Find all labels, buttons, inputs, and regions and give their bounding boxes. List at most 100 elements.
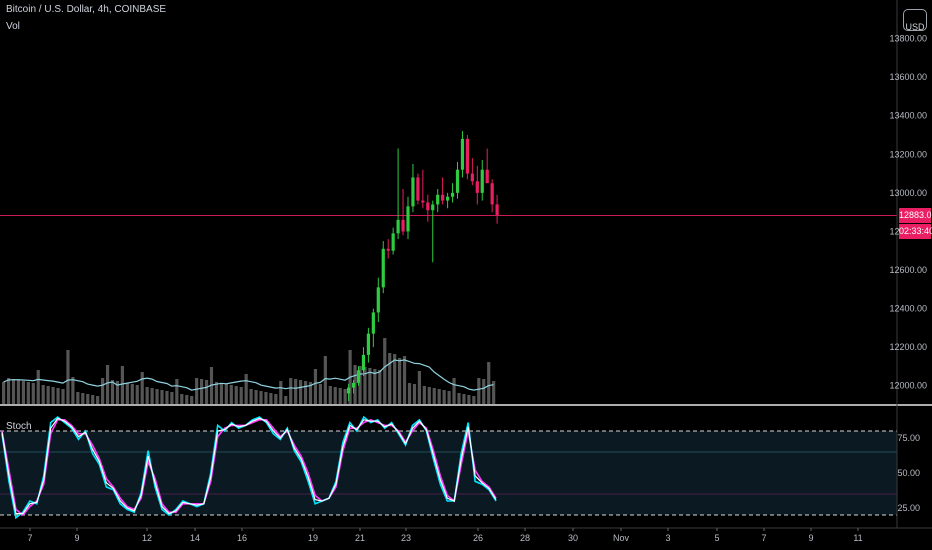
volume-bar: [155, 389, 159, 404]
stochastic-axis[interactable]: 25.00 50.00 75.00: [897, 433, 920, 513]
volume-bar: [333, 387, 337, 404]
candle-body: [421, 200, 425, 203]
candle-body: [356, 370, 361, 383]
volume-bar: [343, 389, 347, 404]
volume-bar: [115, 381, 120, 404]
candle-body: [490, 183, 494, 205]
volume-bar: [299, 380, 303, 404]
volume-bar: [51, 387, 55, 404]
price-tick-label: 12400.00: [889, 304, 927, 314]
volume-bar: [437, 389, 441, 404]
volume-bar: [36, 370, 40, 404]
volume-bar: [492, 381, 496, 404]
time-tick-label: 9: [808, 533, 813, 543]
time-tick-label: 7: [761, 533, 766, 543]
candle-body: [396, 219, 400, 234]
volume-bar: [2, 382, 6, 404]
volume-legend[interactable]: Vol: [6, 21, 20, 32]
volume-bar: [318, 384, 322, 404]
volume-bar: [358, 366, 362, 404]
candle-body: [460, 138, 465, 170]
candle-body: [351, 382, 356, 388]
currency-badge[interactable]: USD: [903, 9, 927, 32]
volume-bar: [170, 392, 174, 404]
volume-bar: [46, 386, 50, 404]
candle-body: [416, 177, 420, 201]
volume-bar: [165, 391, 169, 404]
volume-bar: [150, 388, 154, 404]
volume-bar: [229, 385, 233, 404]
time-tick-label: 30: [568, 533, 578, 543]
candle-body: [441, 194, 445, 201]
price-tick-label: 13000.00: [889, 188, 927, 198]
time-tick-label: 28: [520, 533, 530, 543]
volume-bar: [130, 384, 134, 404]
candle-body: [431, 204, 435, 211]
price-tick-label: 13400.00: [889, 111, 927, 121]
volume-bar: [338, 388, 342, 404]
volume-bar: [407, 383, 412, 404]
volume-bar: [284, 396, 288, 404]
volume-bar: [239, 387, 243, 404]
volume-bar: [91, 395, 95, 404]
candle-body: [455, 169, 460, 193]
volume-bar: [66, 350, 70, 404]
bar-countdown-label: 02:33:40: [899, 224, 932, 240]
volume-bar: [482, 379, 486, 404]
stochastic-panel[interactable]: [0, 415, 897, 520]
time-tick-label: 9: [74, 533, 79, 543]
candle-body: [366, 333, 370, 355]
volume-bar: [185, 395, 189, 404]
volume-bar: [264, 392, 268, 404]
volume-bar: [368, 368, 372, 404]
volume-bar: [234, 386, 238, 404]
candle-body: [391, 233, 395, 251]
volume-bar: [195, 378, 199, 404]
candle-body: [381, 248, 385, 288]
candle-body: [426, 202, 430, 211]
volume-bar: [61, 389, 65, 404]
volume-bar: [200, 379, 204, 404]
time-tick-label: Nov: [613, 533, 630, 543]
volume-bar: [76, 392, 80, 404]
price-tick-label: 13600.00: [889, 72, 927, 82]
candle-body: [465, 138, 469, 174]
chart-title[interactable]: Bitcoin / U.S. Dollar, 4h, COINBASE: [6, 4, 167, 15]
candle-body: [376, 287, 380, 313]
candle-body: [401, 219, 405, 232]
volume-bar: [259, 391, 263, 404]
time-axis[interactable]: 7 9 12 14 16 19 21 23 26 28 30 Nov 3 5 7 9 11: [27, 528, 863, 543]
volume-bar: [244, 374, 248, 404]
price-panel[interactable]: [0, 131, 897, 404]
volume-bar: [442, 390, 446, 404]
time-tick-label: 12: [142, 533, 152, 543]
time-tick-label: 5: [714, 533, 719, 543]
volume-bar: [110, 380, 115, 404]
volume-bar: [432, 388, 436, 404]
stochastic-band-background: [0, 431, 897, 515]
price-tick-label: 13800.00: [889, 34, 927, 44]
volume-bar: [323, 356, 327, 404]
volume-bar: [308, 382, 313, 404]
volume-bar: [56, 388, 60, 404]
volume-bar: [101, 378, 105, 404]
volume-bar: [363, 367, 367, 404]
volume-bar: [31, 383, 35, 404]
volume-bar: [388, 353, 392, 404]
volume-bar: [373, 369, 377, 404]
time-tick-label: 11: [853, 533, 862, 543]
candlesticks: [347, 131, 499, 402]
volume-bar: [378, 370, 382, 404]
volume-bar: [383, 338, 387, 404]
candle-body: [475, 181, 479, 193]
volume-bar: [477, 378, 481, 404]
stochastic-legend[interactable]: Stoch: [6, 421, 32, 432]
volume-bar: [140, 372, 144, 404]
candle-body: [406, 206, 410, 232]
volume-bar: [402, 356, 407, 404]
time-tick-label: 26: [473, 533, 483, 543]
volume-bar: [71, 377, 75, 404]
volume-bar: [214, 382, 219, 404]
candle-body: [411, 177, 415, 207]
